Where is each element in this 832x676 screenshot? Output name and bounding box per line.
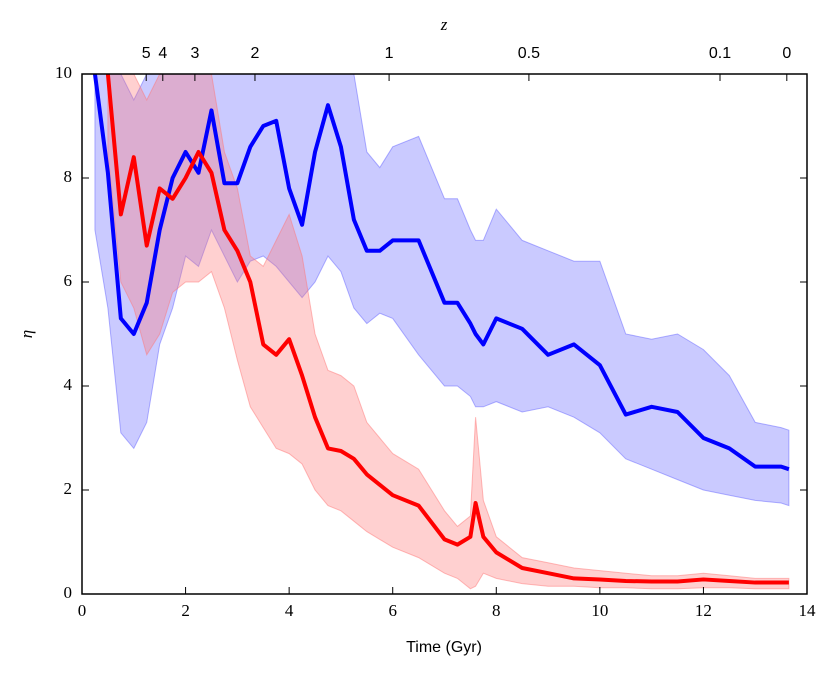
line [105,74,789,585]
x2-tick-label: 4 [158,45,167,62]
x-tick-label: 12 [695,601,712,620]
x2-tick-label: 3 [190,45,199,62]
x2-tick-label: 0.5 [518,45,540,62]
x2-tick-label: 0.1 [709,45,731,62]
y-tick-label: 10 [55,63,72,82]
y-tick-label: 6 [64,271,73,290]
plot-area [92,74,790,590]
x-axis-label: Time (Gyr) [406,639,482,656]
x2-axis-label: z [440,15,448,34]
line [92,74,790,472]
x-tick-label: 10 [591,601,608,620]
y-tick-label: 8 [64,167,73,186]
x2-tick-label: 2 [251,45,260,62]
y-tick-label: 4 [64,375,73,394]
plot-frame [81,73,808,595]
x-tick-label: 2 [181,601,190,620]
x-tick-label: 8 [492,601,501,620]
x2-tick-label: 5 [142,45,151,62]
y-tick-label: 2 [64,479,73,498]
x2-tick-label: 0 [782,45,791,62]
y-axis-label: η [17,330,36,338]
x-tick-label: 14 [799,601,817,620]
x-tick-label: 6 [388,601,397,620]
x-tick-label: 4 [285,601,294,620]
y-tick-label: 0 [64,583,73,602]
x-tick-label: 0 [78,601,87,620]
x2-tick-label: 1 [385,45,394,62]
band [107,74,790,590]
